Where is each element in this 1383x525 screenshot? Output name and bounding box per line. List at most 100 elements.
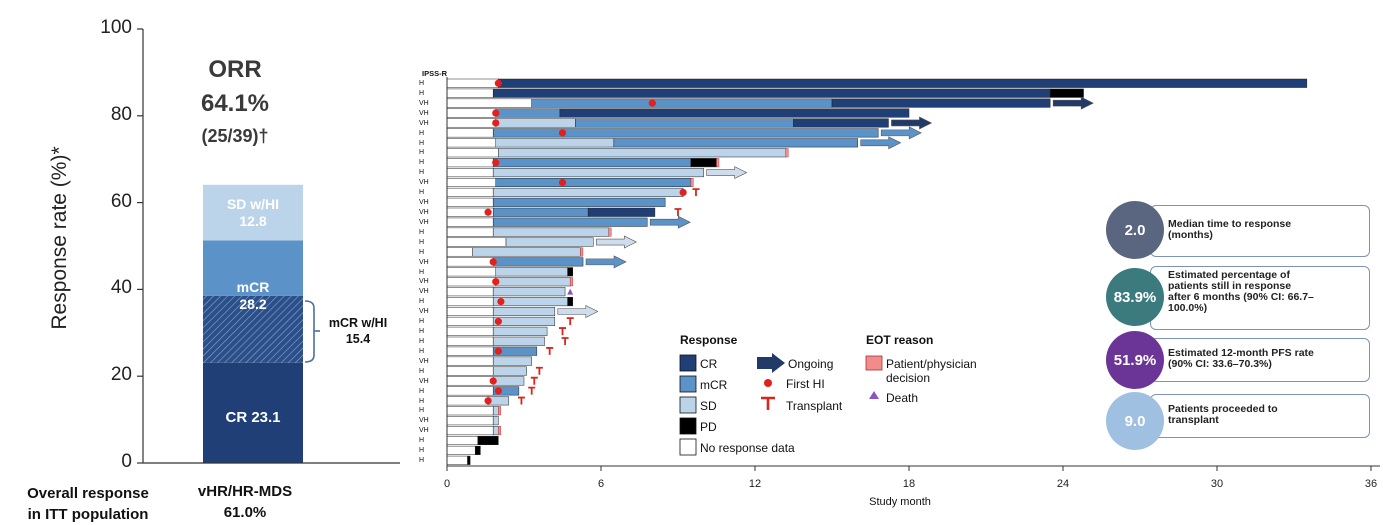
swim-segment-sd xyxy=(472,247,581,257)
swim-segment-mcr xyxy=(495,177,692,188)
bar-segment-mcr xyxy=(203,240,303,296)
death-marker xyxy=(567,288,574,295)
swim-segment-pd xyxy=(467,455,471,465)
patient-row xyxy=(446,376,538,386)
patient-row xyxy=(446,136,902,150)
cr-segment-label: CR 23.1 xyxy=(225,409,281,426)
risk-category-label: H xyxy=(419,407,425,415)
swim-segment-mcr xyxy=(492,217,648,227)
transplant-marker xyxy=(559,327,566,336)
first-hi-marker xyxy=(494,347,502,355)
eot-patient-decision-marker xyxy=(498,426,502,436)
risk-category-label: VH xyxy=(419,357,429,365)
swim-segment-pd xyxy=(567,297,574,307)
swim-x-tick-label: 0 xyxy=(443,478,451,490)
transplant-marker xyxy=(535,366,543,375)
legend-ongoing-arrow-icon xyxy=(757,353,785,373)
swim-segment-none xyxy=(446,177,497,188)
swim-segment-none xyxy=(446,98,532,108)
swim-segment-none xyxy=(446,336,494,346)
patient-row xyxy=(446,297,574,307)
transplant-marker xyxy=(517,396,525,405)
patient-row xyxy=(446,356,532,366)
risk-category-label: H xyxy=(419,248,425,256)
risk-category-label: H xyxy=(419,318,425,326)
swim-segment-sd xyxy=(492,187,684,197)
swim-segment-sd xyxy=(492,326,548,336)
ongoing-arrow-icon xyxy=(557,305,599,318)
swim-segment-none xyxy=(446,426,494,436)
swim-segment-mcr xyxy=(575,118,794,128)
risk-category-label: H xyxy=(419,89,425,97)
swim-segment-none xyxy=(446,406,494,416)
patient-row xyxy=(446,455,471,465)
patient-row xyxy=(446,386,536,396)
eot-patient-decision-marker xyxy=(580,247,584,257)
swim-segment-none xyxy=(446,306,494,317)
patient-row xyxy=(446,177,694,188)
first-hi-marker xyxy=(492,119,500,127)
patient-row xyxy=(446,187,700,197)
patient-row xyxy=(446,416,499,426)
risk-category-label: H xyxy=(419,338,425,345)
bar-segment-mcr-w-hi xyxy=(203,295,303,363)
stat-box-pfs xyxy=(1150,338,1370,382)
risk-category-label: VH xyxy=(419,427,429,435)
risk-category-label: VH xyxy=(419,199,429,207)
stat-circle-response: 83.9% xyxy=(1106,268,1164,326)
swim-segment-sd xyxy=(495,277,571,287)
swim-segment-none xyxy=(446,297,494,307)
patient-row xyxy=(446,287,574,297)
stat-text-transplant: Patients proceeded to transplant xyxy=(1168,403,1278,426)
first-hi-marker xyxy=(492,278,500,286)
legend-mcr-label: mCR xyxy=(700,378,728,392)
swim-segment-sd xyxy=(492,376,525,386)
overall-response-label: Overall response in ITT population xyxy=(27,485,149,523)
stat-box-response xyxy=(1150,266,1370,330)
patient-row xyxy=(446,255,627,269)
bar-segment-cr xyxy=(203,362,303,463)
left-stacked-bar-chart xyxy=(137,28,400,464)
risk-category-label: H xyxy=(419,238,425,246)
risk-category-label: H xyxy=(419,189,425,197)
risk-category-label: VH xyxy=(419,209,429,216)
ongoing-arrow-icon xyxy=(649,215,691,229)
patient-row xyxy=(446,396,525,406)
risk-category-label: H xyxy=(419,437,425,445)
swim-segment-mcr xyxy=(492,128,879,138)
swim-segment-mcr xyxy=(492,346,538,356)
risk-category-label: H xyxy=(419,169,425,177)
first-hi-marker xyxy=(492,159,500,167)
stat-text-response: Estimated percentage of patients still i… xyxy=(1168,269,1314,314)
swim-segment-cr xyxy=(559,108,910,118)
ongoing-arrow-icon xyxy=(891,116,933,130)
eot-patient-decision-marker xyxy=(785,148,789,158)
swim-segment-none xyxy=(446,118,497,128)
legend-mcr-swatch xyxy=(679,375,697,393)
patient-row xyxy=(446,445,481,455)
legend-ongoing-label: Ongoing xyxy=(788,357,834,371)
legend-first-hi-label: First HI xyxy=(786,377,825,391)
swim-segment-none xyxy=(446,237,507,247)
swim-segment-sd xyxy=(492,356,532,366)
risk-category-label: H xyxy=(419,298,425,306)
patient-row xyxy=(446,215,691,229)
risk-category-label: VH xyxy=(419,308,429,316)
swim-segment-sd xyxy=(495,118,576,128)
swim-segment-cr xyxy=(498,78,1308,88)
sd-hi-segment-label: SD w/HI 12.8 xyxy=(226,196,280,229)
patient-row xyxy=(446,108,910,118)
left-y-tick-label: 80 xyxy=(110,103,132,125)
patient-row xyxy=(446,148,789,158)
swim-segment-mcr xyxy=(492,386,520,396)
swim-segment-sd xyxy=(492,316,556,326)
risk-category-label: VH xyxy=(419,417,429,425)
patient-row xyxy=(446,326,566,336)
mcr-hi-bracket xyxy=(304,300,315,363)
swim-segment-sd xyxy=(492,336,545,346)
swim-segment-none xyxy=(446,257,494,267)
legend-patient-decision-swatch xyxy=(865,355,883,371)
patient-row xyxy=(446,346,554,356)
mcr-segment-label: mCR 28.2 xyxy=(236,279,270,312)
risk-category-label: VH xyxy=(419,377,429,385)
